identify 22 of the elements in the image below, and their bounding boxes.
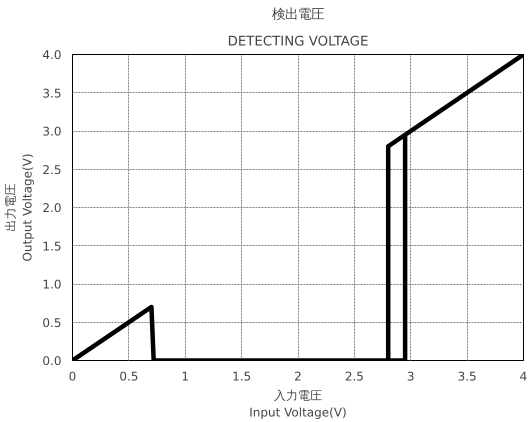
chart-subtitle: DETECTING VOLTAGE [228, 34, 368, 50]
y-tick-label: 2.5 [42, 162, 62, 177]
y-tick-label: 2.0 [42, 201, 62, 215]
y-tick-label: 0.5 [42, 316, 62, 330]
y-tick-label: 3.5 [42, 86, 62, 100]
x-tick-label: 1.5 [232, 370, 252, 384]
y-axis-title: 出力電圧 Output Voltage(V) [4, 153, 34, 262]
x-tick-label: 3.5 [458, 370, 477, 384]
x-tick-label: 2.5 [344, 370, 364, 384]
x-tick-label: 4 [520, 370, 528, 384]
x-tick-label: 3 [406, 370, 415, 384]
y-tick-label: 0.0 [42, 354, 62, 368]
y-tick-label: 1.0 [42, 278, 62, 292]
x-tick-label: 0 [68, 370, 76, 384]
y-tick-label: 1.5 [42, 239, 62, 254]
chart-title: 検出電圧 [272, 8, 324, 22]
y-tick-label: 3.0 [42, 124, 62, 138]
x-axis-title: 入力電圧 Input Voltage(V) [249, 388, 347, 420]
y-tick-label: 4.0 [42, 48, 62, 62]
x-tick-label: 0.5 [119, 370, 138, 384]
x-tick-label: 1 [181, 370, 190, 384]
x-tick-label: 2 [294, 370, 302, 384]
